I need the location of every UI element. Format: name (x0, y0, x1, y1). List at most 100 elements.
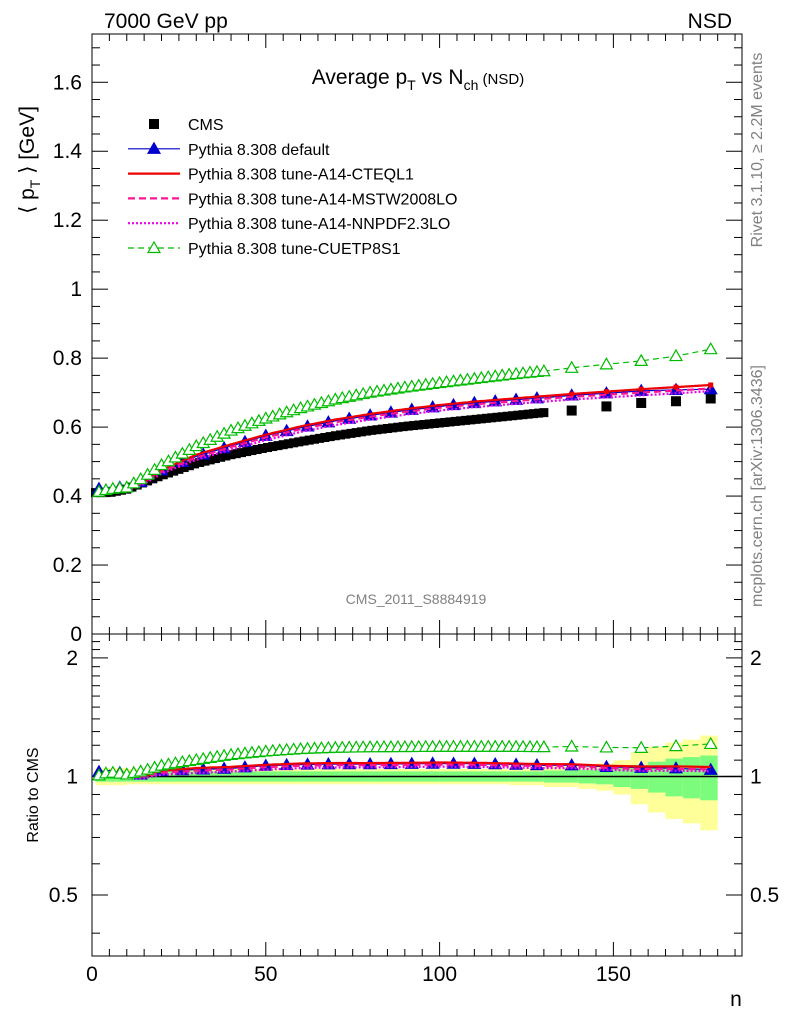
cms-data-point (304, 435, 314, 445)
cms-data-point (336, 430, 346, 440)
series-line-3 (95, 387, 711, 494)
x-tick-label: 50 (254, 963, 277, 986)
legend-label-1: Pythia 8.308 default (188, 142, 330, 159)
cms-data-point (367, 425, 377, 435)
ratio-plot-frame (91, 633, 743, 957)
legend-label-4: Pythia 8.308 tune-A14-NNPDF2.3LO (188, 216, 450, 233)
rivet-version-label: Rivet 3.1.10, ≥ 2.2M events (749, 53, 766, 248)
y-axis-label: ⟨ pT ⟩ [GeV] (16, 106, 43, 214)
cms-data-point (601, 401, 612, 412)
cms-data-point (231, 449, 241, 459)
cms-data-point (184, 461, 194, 471)
cms-data-point (471, 414, 481, 424)
header-right-label: NSD (688, 10, 732, 33)
ratio-series-line-2 (95, 761, 711, 778)
series-marker-2 (603, 389, 609, 395)
series-marker-5 (634, 353, 649, 366)
cms-data-point (315, 433, 325, 443)
chart-title: Average pT vs Nch (NSD) (312, 66, 524, 93)
cms-data-point (440, 417, 450, 427)
ratio-y-tick-label-left: 0.5 (49, 884, 78, 907)
cms-data-point (523, 409, 533, 419)
cms-data-point (289, 438, 299, 448)
cms-data-point (566, 405, 577, 416)
ratio-y-tick-label-right: 1 (750, 765, 762, 788)
cms-data-point (205, 455, 215, 465)
cms-data-point (257, 443, 267, 453)
cms-data-point (195, 457, 205, 467)
ratio-series-marker-5 (668, 738, 683, 752)
cms-data-point (351, 428, 361, 438)
y-tick-label: 0.4 (53, 485, 83, 508)
cms-data-point (487, 413, 497, 423)
cms-data-point (476, 414, 486, 424)
cms-data-point (226, 450, 236, 460)
legend-marker-cms (149, 119, 159, 129)
analysis-watermark: CMS_2011_S8884919 (346, 591, 487, 607)
cms-data-point (362, 426, 372, 436)
y-tick-label: 1 (70, 278, 82, 301)
series-line-4 (95, 390, 711, 494)
cms-data-point (461, 415, 471, 425)
cms-data-point (424, 419, 434, 429)
cms-data-point (163, 468, 173, 478)
ratio-y-tick-label-left: 1 (66, 765, 78, 788)
cms-data-point (278, 440, 288, 450)
legend-label-3: Pythia 8.308 tune-A14-MSTW2008LO (188, 191, 457, 208)
series-marker-5 (668, 348, 683, 362)
cms-data-point (283, 439, 293, 449)
ratio-series-marker-5 (564, 739, 579, 752)
legend-marker-1 (146, 141, 162, 154)
y-tick-label: 1.2 (53, 209, 82, 232)
series-marker-2 (708, 382, 714, 388)
cms-data-point (518, 410, 528, 420)
cms-data-point (414, 420, 424, 430)
cms-data-point (252, 445, 262, 455)
cms-data-point (346, 428, 356, 438)
series-marker-2 (673, 384, 679, 390)
y-tick-label: 0.2 (53, 554, 82, 577)
cms-data-point (247, 446, 257, 456)
ratio-y-tick-label-right: 2 (750, 647, 762, 670)
cms-data-point (534, 408, 544, 418)
cms-data-point (309, 434, 319, 444)
cms-data-point (705, 393, 716, 404)
header-left-label: 7000 GeV pp (104, 10, 228, 33)
cms-data-point (508, 411, 518, 421)
cms-data-point (294, 437, 304, 447)
x-tick-label: 0 (86, 963, 98, 986)
ratio-y-tick-label-right: 0.5 (750, 884, 779, 907)
cms-data-point (169, 466, 179, 476)
cms-data-point (382, 423, 392, 433)
series-marker-2 (569, 391, 575, 397)
cms-data-point (377, 424, 387, 434)
cms-data-point (409, 421, 419, 431)
cms-data-point (210, 454, 220, 464)
cms-data-point (513, 410, 523, 420)
y-tick-label: 0 (70, 623, 82, 646)
cms-data-point (502, 411, 512, 421)
legend-label-2: Pythia 8.308 tune-A14-CTEQL1 (188, 167, 414, 184)
cms-data-point (273, 441, 283, 451)
cms-data-point (299, 436, 309, 446)
cms-data-point (528, 409, 538, 419)
x-tick-label: 100 (422, 963, 457, 986)
cms-data-point (393, 422, 403, 432)
cms-data-point (325, 432, 335, 442)
cms-data-point (670, 396, 681, 407)
legend-label-5: Pythia 8.308 tune-CUETP8S1 (188, 241, 401, 258)
cms-data-point (236, 448, 246, 458)
x-tick-label: 150 (596, 963, 631, 986)
cms-data-point (330, 431, 340, 441)
cms-data-point (482, 413, 492, 423)
series-marker-5 (599, 357, 614, 370)
cms-data-point (403, 421, 413, 431)
mcplots-label: mcplots.cern.ch [arXiv:1306.3436] (749, 365, 766, 607)
cms-data-point (242, 447, 252, 457)
ratio-y-axis-label: Ratio to CMS (25, 747, 42, 842)
cms-data-point (372, 425, 382, 435)
x-axis-label: n (730, 988, 742, 1011)
ratio-series-marker-5 (634, 740, 649, 753)
uncertainty-band-stat (682, 757, 701, 799)
